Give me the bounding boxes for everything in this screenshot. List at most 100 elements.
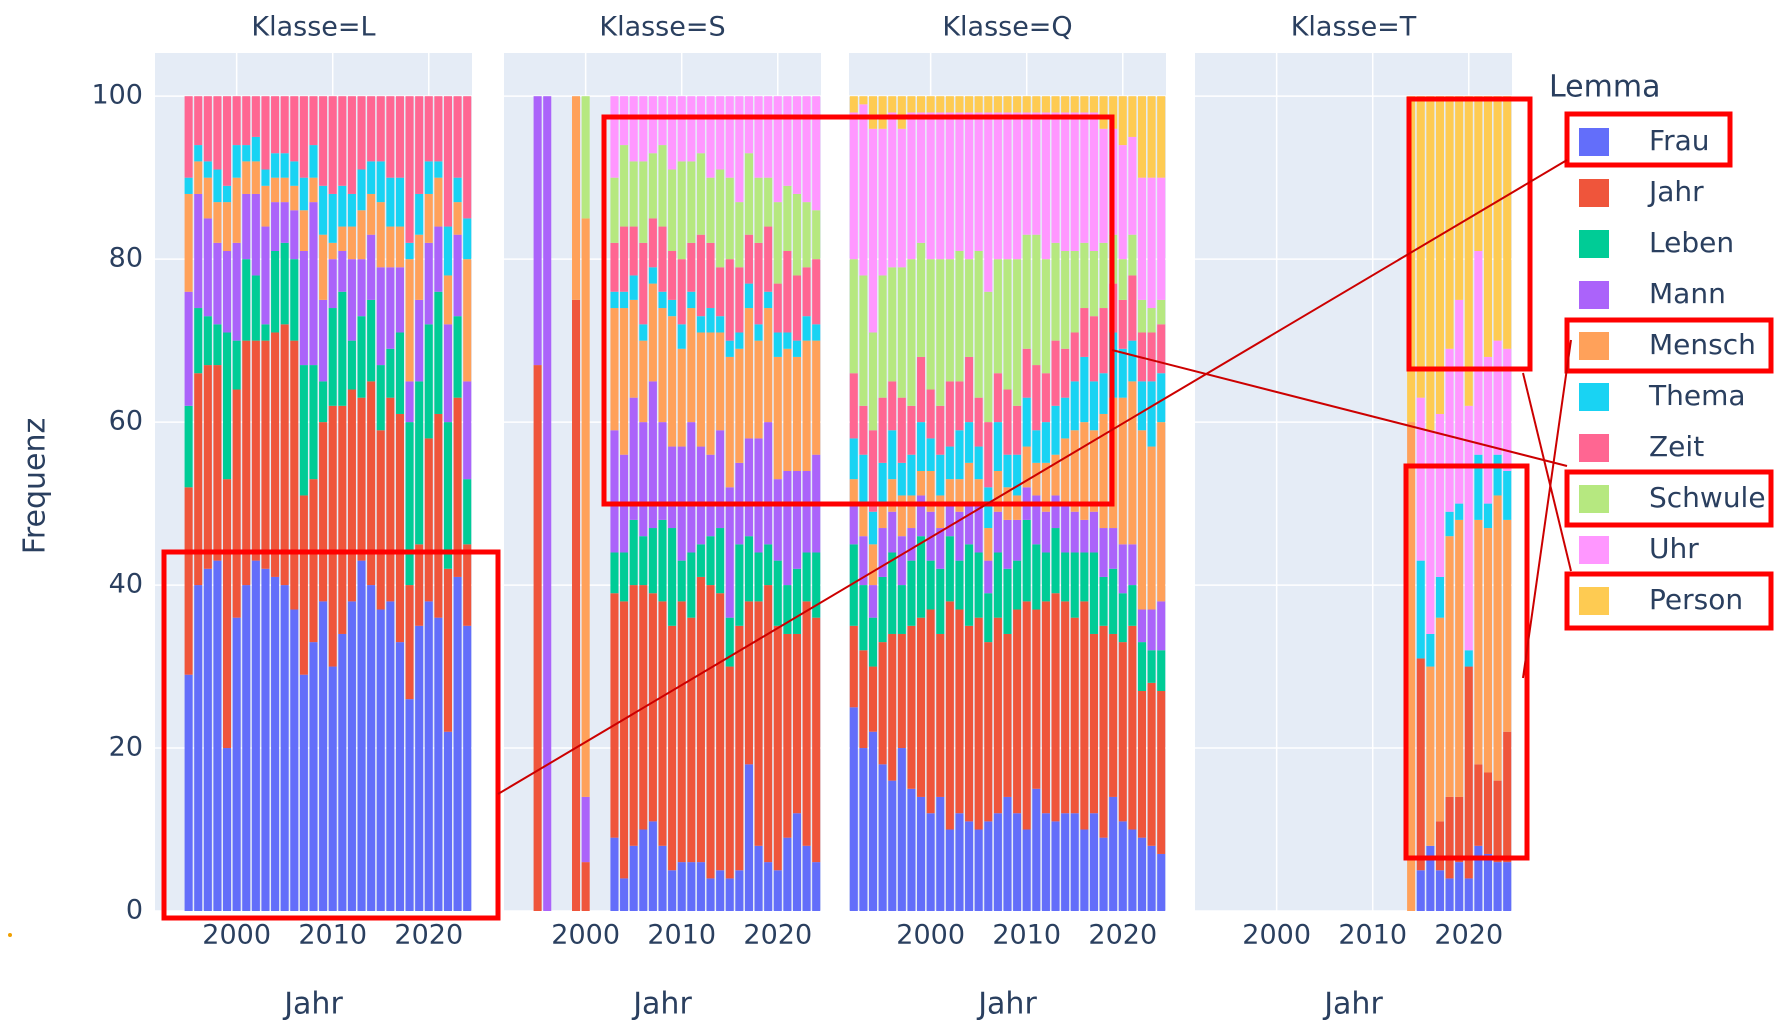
bar-segment (271, 332, 280, 577)
bar-segment (434, 96, 443, 162)
bar-segment (974, 479, 983, 504)
bar-segment (926, 259, 935, 390)
legend-swatch (1579, 536, 1609, 564)
bar-segment (1003, 796, 1012, 911)
bar-segment (917, 471, 926, 496)
bar-segment (706, 332, 715, 455)
bar-segment (424, 438, 433, 602)
bar-segment (223, 251, 232, 333)
bar-segment (319, 234, 328, 300)
bar-segment (194, 585, 203, 911)
bar-segment (907, 495, 916, 529)
bar-segment (859, 503, 868, 537)
bar-segment (859, 275, 868, 406)
bar-segment (1080, 242, 1089, 309)
bar-segment (868, 585, 878, 618)
bar-segment (783, 96, 792, 186)
bar-segment (367, 161, 376, 194)
bar-segment (1013, 495, 1022, 520)
bar-segment (242, 193, 251, 260)
bar-segment (1080, 112, 1089, 243)
bar-segment (783, 185, 792, 251)
bar-segment (888, 479, 897, 512)
bar-segment (687, 161, 696, 243)
dot (8, 933, 12, 937)
bar-segment (1118, 642, 1127, 822)
bar-segment (232, 145, 241, 178)
bar-segment (945, 479, 954, 504)
bar-segment (696, 96, 705, 154)
x-tick-label: 2020 (743, 920, 812, 951)
facet: 0 20 40 60 80 100 2000 2010 2020 Klasse=L Jahr (91, 12, 472, 1022)
legend-swatch (1579, 230, 1609, 258)
bar-segment (917, 422, 926, 471)
bar-segment (1070, 617, 1079, 814)
bar-segment (754, 438, 763, 553)
bar-segment (926, 609, 935, 814)
bar-segment (744, 536, 753, 602)
bar-segment (424, 193, 433, 243)
bar-segment (744, 764, 753, 911)
bar-segment (984, 528, 993, 561)
bar-segment (955, 251, 964, 382)
bar-segment (926, 112, 935, 260)
bar-segment (223, 96, 232, 186)
bar-segment (868, 666, 878, 732)
bar-segment (993, 422, 1002, 471)
bar-segment (974, 96, 983, 113)
x-axis-title: Jahr (976, 987, 1037, 1022)
bar-segment (1070, 112, 1079, 252)
bar-segment (1080, 308, 1089, 357)
bar-segment (357, 560, 366, 911)
bar-segment (897, 128, 906, 268)
bar-segment (888, 633, 897, 781)
bar-segment (395, 96, 404, 178)
bar-segment (812, 210, 821, 260)
bar-segment (1147, 96, 1156, 178)
bar-segment (1503, 96, 1512, 349)
bar-segment (716, 870, 725, 911)
bar-segment (1493, 862, 1502, 911)
bar-segment (1435, 576, 1444, 618)
bar-segment (812, 340, 821, 455)
bar-segment (463, 479, 472, 545)
bar-segment (936, 495, 945, 529)
bar-segment (357, 316, 366, 398)
bar-segment (533, 365, 542, 911)
bar-segment (677, 601, 686, 863)
bar-segment (299, 365, 308, 496)
bar-segment (984, 422, 993, 488)
bar-segment (936, 568, 945, 634)
legend-swatch (1579, 179, 1609, 207)
bar-segment (1070, 251, 1079, 333)
bar-segment (849, 259, 858, 374)
bar-segment (955, 609, 964, 814)
bar-segment (812, 259, 821, 325)
bar-segment (1474, 764, 1483, 846)
bar-segment (1118, 348, 1127, 398)
bar-segment (1041, 259, 1050, 374)
bar-segment (242, 585, 251, 911)
bar-segment (849, 707, 858, 911)
bar-segment (792, 275, 802, 341)
bar-segment (878, 642, 887, 765)
bar-segment (620, 96, 629, 146)
bar-segment (395, 177, 404, 227)
bar-segment (639, 242, 648, 325)
bar-segment (878, 764, 887, 911)
bar-segment (1051, 593, 1060, 822)
x-axis-title: Jahr (631, 987, 692, 1022)
bar-segment (376, 96, 385, 162)
bar-segment (251, 275, 260, 341)
bar-segment (280, 177, 289, 203)
bar-segment (338, 405, 347, 634)
bar-segment (203, 96, 212, 162)
bar-segment (945, 446, 954, 480)
bar-segment (1080, 96, 1089, 113)
bar-segment (888, 430, 897, 480)
bar-segment (802, 340, 811, 471)
bar-segment (290, 96, 299, 162)
bar-segment (203, 316, 212, 366)
bar-segment (1099, 837, 1108, 911)
